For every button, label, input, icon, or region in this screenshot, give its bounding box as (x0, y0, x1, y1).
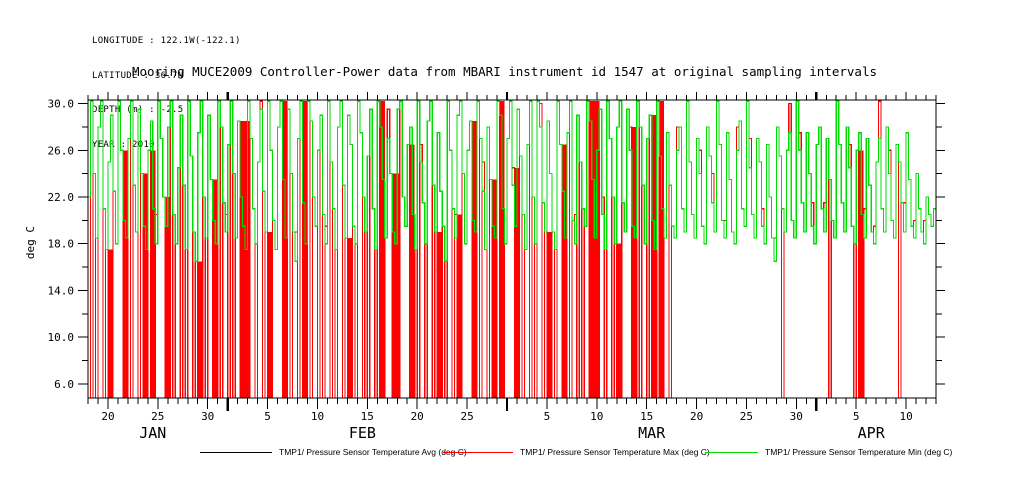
metadata-latitude: LATITUDE : 36.7N (92, 70, 184, 81)
svg-text:5: 5 (544, 410, 551, 423)
min-series-line (88, 100, 936, 262)
metadata-longitude: LONGITUDE : 122.1W(-122.1) (92, 36, 241, 46)
svg-text:6.0: 6.0 (54, 378, 74, 391)
svg-text:APR: APR (858, 424, 886, 442)
svg-text:14.0: 14.0 (48, 285, 75, 298)
legend-item-avg: TMP1/ Pressure Sensor Temperature Avg (d… (200, 446, 467, 458)
legend-label-max: TMP1/ Pressure Sensor Temperature Max (d… (520, 447, 710, 457)
svg-text:5: 5 (264, 410, 271, 423)
legend-label-min: TMP1/ Pressure Sensor Temperature Min (d… (765, 447, 953, 457)
svg-text:20: 20 (690, 410, 703, 423)
svg-text:FEB: FEB (349, 424, 376, 442)
svg-text:10: 10 (590, 410, 603, 423)
max-series-line (88, 100, 936, 398)
svg-text:30: 30 (201, 410, 214, 423)
svg-text:JAN: JAN (139, 424, 166, 442)
svg-text:15: 15 (640, 410, 653, 423)
svg-text:18.0: 18.0 (48, 238, 75, 251)
svg-text:MAR: MAR (638, 424, 666, 442)
svg-text:10.0: 10.0 (48, 331, 75, 344)
svg-text:20: 20 (101, 410, 114, 423)
max-series-dropout-columns (108, 101, 864, 398)
legend-line-min-swatch (705, 451, 758, 453)
svg-text:30: 30 (790, 410, 803, 423)
svg-text:22.0: 22.0 (48, 191, 75, 204)
series-layer (88, 100, 936, 398)
y-axis-ticks (78, 103, 945, 385)
month-labels: JAN FEB MAR APR (139, 424, 885, 442)
x-axis-tick-labels: 20 25 30 5 10 15 20 25 5 10 15 20 25 30 5 10 (101, 410, 912, 423)
svg-text:5: 5 (853, 410, 860, 423)
y-axis-tick-labels: 30.0 26.0 22.0 18.0 14.0 10.0 6.0 (48, 98, 75, 392)
svg-text:25: 25 (151, 410, 164, 423)
legend-item-min: TMP1/ Pressure Sensor Temperature Min (d… (705, 446, 952, 458)
legend-label-avg: TMP1/ Pressure Sensor Temperature Avg (d… (279, 447, 467, 457)
svg-text:20: 20 (411, 410, 424, 423)
svg-text:30.0: 30.0 (48, 98, 75, 111)
legend-line-avg-swatch (200, 451, 272, 453)
metadata-depth: DEPTH (m) : -2.5 (92, 105, 184, 115)
svg-text:10: 10 (311, 410, 324, 423)
svg-text:26.0: 26.0 (48, 144, 75, 157)
svg-text:10: 10 (899, 410, 912, 423)
chart-title: Mooring MUCE2009 Controller-Power data f… (131, 64, 878, 79)
svg-text:25: 25 (460, 410, 473, 423)
x-axis-ticks (87, 92, 937, 411)
plot-frame (87, 99, 937, 399)
svg-text:15: 15 (361, 410, 374, 423)
svg-text:25: 25 (740, 410, 753, 423)
legend-item-max: TMP1/ Pressure Sensor Temperature Max (d… (443, 446, 710, 458)
legend-line-max-swatch (443, 451, 513, 453)
